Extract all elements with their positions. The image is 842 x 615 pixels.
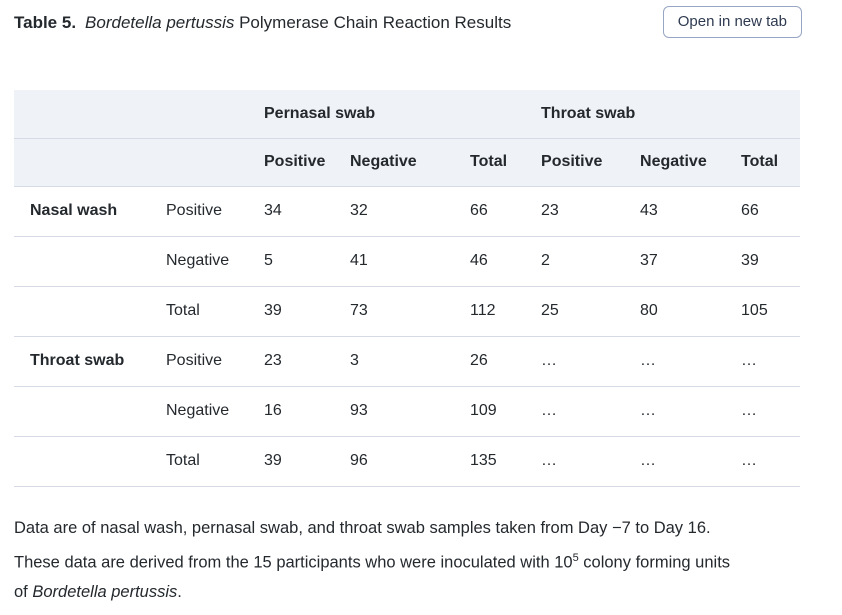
row-group-label bbox=[14, 285, 150, 336]
table-cell: 112 bbox=[454, 285, 526, 336]
column-group-throat-swab: Throat swab bbox=[525, 90, 801, 138]
table-title-species: Bordetella pertussis bbox=[85, 13, 235, 32]
table-cell: 23 bbox=[525, 185, 625, 236]
table-cell: 37 bbox=[624, 235, 726, 286]
table-cell: 46 bbox=[454, 235, 526, 286]
table-row: Negative 16 93 109……… bbox=[14, 385, 801, 436]
table-cell: 135 bbox=[454, 435, 526, 486]
table-cell: 96 bbox=[334, 435, 454, 486]
table-cell: 34 bbox=[248, 185, 334, 236]
table-row: Negative 5 41 46 2 37 39 bbox=[14, 235, 801, 286]
title-bar: Table 5. Bordetella pertussis Polymerase … bbox=[14, 0, 802, 44]
footnote-superscript: 5 bbox=[572, 551, 579, 564]
row-label: Negative bbox=[150, 385, 248, 436]
table-cell: … bbox=[624, 385, 726, 436]
table-title: Table 5. Bordetella pertussis Polymerase … bbox=[14, 6, 511, 33]
table-number: Table 5. bbox=[14, 13, 77, 32]
table-cell: 26 bbox=[454, 335, 526, 386]
column-header: Negative bbox=[624, 137, 726, 186]
row-group-label bbox=[14, 235, 150, 286]
table-cell: 32 bbox=[334, 185, 454, 236]
pcr-results-table: Pernasal swab Throat swab Positive Negat… bbox=[14, 90, 801, 487]
row-group-label: Throat swab bbox=[14, 335, 150, 386]
column-group-pernasal-swab: Pernasal swab bbox=[248, 90, 526, 138]
column-header: Total bbox=[454, 137, 526, 186]
table-row: Nasal wash Positive 34 32 66 23 43 66 bbox=[14, 185, 801, 236]
table-cell: … bbox=[725, 385, 801, 436]
column-header: Positive bbox=[248, 137, 334, 186]
sub-header-row: Positive Negative Total Positive Negativ… bbox=[14, 137, 801, 186]
table-cell: 41 bbox=[334, 235, 454, 286]
row-group-label bbox=[14, 435, 150, 486]
table-cell: 93 bbox=[334, 385, 454, 436]
table-row: Throat swab Positive 23 3 26……… bbox=[14, 335, 801, 386]
table-cell: 5 bbox=[248, 235, 334, 286]
table-row: Total 39 73 112 25 80 105 bbox=[14, 285, 801, 336]
table-cell: … bbox=[725, 435, 801, 486]
header-spacer bbox=[14, 90, 248, 138]
table-cell: 66 bbox=[454, 185, 526, 236]
row-label: Total bbox=[150, 285, 248, 336]
table-cell: 3 bbox=[334, 335, 454, 386]
table-footnote: Data are of nasal wash, pernasal swab, a… bbox=[14, 513, 744, 608]
table-cell: 43 bbox=[624, 185, 726, 236]
column-group-row: Pernasal swab Throat swab bbox=[14, 90, 801, 138]
footnote-species: Bordetella pertussis bbox=[32, 583, 178, 601]
table-title-text: Polymerase Chain Reaction Results bbox=[239, 13, 512, 32]
table-cell: 66 bbox=[725, 185, 801, 236]
table-header: Pernasal swab Throat swab Positive Negat… bbox=[14, 90, 801, 186]
table-cell: 39 bbox=[248, 285, 334, 336]
table-cell: 39 bbox=[725, 235, 801, 286]
table-cell: 39 bbox=[248, 435, 334, 486]
table-row: Total 39 96 135……… bbox=[14, 435, 801, 486]
table-cell: … bbox=[624, 335, 726, 386]
table-cell: … bbox=[525, 435, 625, 486]
table-cell: 23 bbox=[248, 335, 334, 386]
table-cell: 2 bbox=[525, 235, 625, 286]
table-cell: 105 bbox=[725, 285, 801, 336]
table-cell: 73 bbox=[334, 285, 454, 336]
column-header: Total bbox=[725, 137, 801, 186]
table-cell: … bbox=[725, 335, 801, 386]
table-cell: 80 bbox=[624, 285, 726, 336]
column-header: Positive bbox=[525, 137, 625, 186]
table-cell: … bbox=[525, 335, 625, 386]
table-cell: 25 bbox=[525, 285, 625, 336]
footnote-text: Data are of nasal wash, pernasal swab, a… bbox=[14, 518, 711, 572]
row-label: Negative bbox=[150, 235, 248, 286]
footnote-text: colony forming units of bbox=[14, 553, 731, 601]
footnote-text: . bbox=[177, 583, 182, 601]
table-cell: … bbox=[624, 435, 726, 486]
table-cell: 16 bbox=[248, 385, 334, 436]
row-label: Total bbox=[150, 435, 248, 486]
row-group-label: Nasal wash bbox=[14, 185, 150, 236]
row-label: Positive bbox=[150, 185, 248, 236]
row-group-label bbox=[14, 385, 150, 436]
table-cell: … bbox=[525, 385, 625, 436]
row-label: Positive bbox=[150, 335, 248, 386]
open-in-new-tab-button[interactable]: Open in new tab bbox=[662, 6, 802, 38]
table-cell: 109 bbox=[454, 385, 526, 436]
header-spacer bbox=[14, 137, 248, 186]
column-header: Negative bbox=[334, 137, 454, 186]
table-body: Nasal wash Positive 34 32 66 23 43 66 Negative 5 4… bbox=[14, 185, 801, 486]
